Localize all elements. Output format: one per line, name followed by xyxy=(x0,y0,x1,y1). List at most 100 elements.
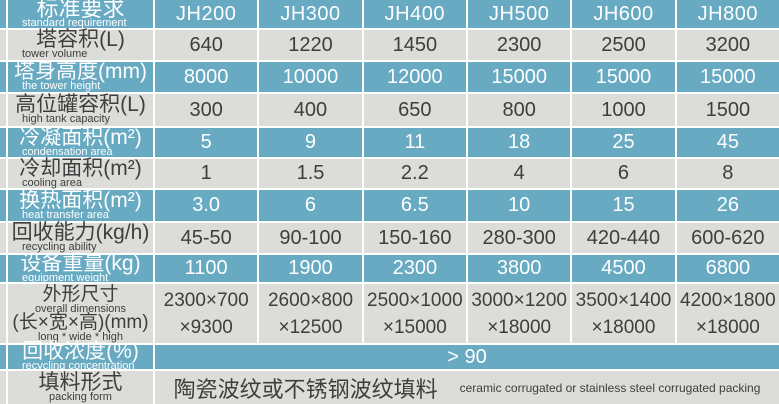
label-zh: 塔容积(L) xyxy=(36,28,125,51)
label-en: recycling ability xyxy=(22,241,97,253)
value-cell: 4500 xyxy=(572,255,675,282)
label-zh: 标准要求 xyxy=(36,0,125,21)
label-en: standard requirement xyxy=(22,17,127,29)
value-cell: 12000 xyxy=(363,62,466,92)
value-cell: 640 xyxy=(155,30,258,60)
value-cell: 90-100 xyxy=(259,223,362,253)
row-label-heat-transfer-area: 换热面积(m²) heat transfer area xyxy=(8,190,153,221)
value-cell: 10000 xyxy=(259,62,362,92)
value-cell: 15000 xyxy=(676,62,779,92)
value-cell: 3000×1200 ×18000 xyxy=(468,284,571,343)
value-cell: 1100 xyxy=(155,255,258,282)
packing-value-zh: 陶瓷波纹或不锈钢波纹填料 xyxy=(173,376,438,402)
row-edge xyxy=(0,94,6,126)
value-cell: 26 xyxy=(676,190,779,221)
value-cell: 45-50 xyxy=(155,223,258,253)
label-en: cooling area xyxy=(22,176,82,189)
value-cell: 2600×800 ×12500 xyxy=(259,284,362,343)
value-cell: 300 xyxy=(155,94,258,126)
label-en: tower volume xyxy=(22,48,88,60)
value-cell: 600-620 xyxy=(676,223,779,253)
label-zh: 冷凝面积(m²) xyxy=(19,125,142,149)
row-edge xyxy=(0,62,6,92)
row-edge xyxy=(0,0,6,28)
row-label-recycling-ability: 回收能力(kg/h) recycling ability xyxy=(8,222,153,253)
row-edge xyxy=(0,345,6,369)
label-en: recycling concentration xyxy=(22,360,135,372)
row-edge xyxy=(0,371,6,404)
label-zh: 填料形式 xyxy=(38,370,123,394)
row-label-standard-requirement: 标准要求 standard requirement xyxy=(8,0,153,29)
value-cell: 25 xyxy=(572,128,675,157)
value-cell: 2300×700 ×9300 xyxy=(155,284,258,343)
column-header-jh500: JH500 xyxy=(468,0,571,28)
label-en: equipment weight xyxy=(22,271,109,284)
merged-value-cell: > 90 xyxy=(155,345,779,369)
value-cell: 1.5 xyxy=(259,159,362,188)
value-cell: 1220 xyxy=(259,30,362,60)
value-cell: 800 xyxy=(468,94,571,126)
value-cell: 2300 xyxy=(363,255,466,282)
label-en: packing form xyxy=(49,390,112,403)
row-edge xyxy=(0,30,6,60)
value-cell: 4 xyxy=(468,159,571,188)
label-en: high tank capacity xyxy=(22,113,111,125)
row-label-recycling-concentration: 回收浓度(%) recycling concentration xyxy=(8,340,153,372)
row-edge xyxy=(0,190,6,221)
value-cell: 8 xyxy=(676,159,779,188)
column-header-jh800: JH800 xyxy=(676,0,779,28)
value-cell: 15000 xyxy=(468,62,571,92)
row-label-high-tank-capacity: 高位罐容积(L) high tank capacity xyxy=(8,94,153,126)
value-cell: 15 xyxy=(572,190,675,221)
value-cell: 6 xyxy=(259,190,362,221)
row-edge xyxy=(0,159,6,188)
merged-value-cell: 陶瓷波纹或不锈钢波纹填料 ceramic corrugated or stain… xyxy=(155,371,779,404)
value-cell: 45 xyxy=(676,128,779,157)
value-cell: 1 xyxy=(155,159,258,188)
label-zh: 塔身高度(mm) xyxy=(14,60,147,83)
label-zh: 换热面积(m²) xyxy=(19,188,142,212)
row-label-equipment-weight: 设备重量(kg) equipment weight xyxy=(8,251,153,284)
column-header-jh200: JH200 xyxy=(155,0,258,28)
value-cell: 3200 xyxy=(676,30,779,60)
column-header-jh600: JH600 xyxy=(572,0,675,28)
value-cell: 150-160 xyxy=(363,223,466,253)
label-en: condensation area xyxy=(22,145,113,158)
row-label-tower-height: 塔身高度(mm) the tower height xyxy=(8,60,153,92)
row-label-packing-form: 填料形式 packing form xyxy=(8,371,153,404)
row-label-tower-volume: 塔容积(L) tower volume xyxy=(8,28,153,60)
value-cell: 1900 xyxy=(259,255,362,282)
label-en: overall dimensions xyxy=(34,302,127,315)
value-cell: 3800 xyxy=(468,255,571,282)
value-cell: 5 xyxy=(155,128,258,157)
value-cell: 2500×1000 ×15000 xyxy=(363,284,466,343)
value-cell: 18 xyxy=(468,128,571,157)
label-zh: 回收浓度(%) xyxy=(22,340,139,363)
value-cell: 9 xyxy=(259,128,362,157)
row-edge xyxy=(0,284,6,343)
row-edge xyxy=(0,223,6,253)
label-zh2: (长×宽×高)(mm) xyxy=(12,311,149,333)
value-cell: 11 xyxy=(363,128,466,157)
row-label-overall-dimensions: 外形尺寸 overall dimensions (长×宽×高)(mm) long… xyxy=(8,284,153,343)
value-cell: 280-300 xyxy=(468,223,571,253)
value-cell: 2300 xyxy=(468,30,571,60)
label-zh: 设备重量(kg) xyxy=(20,251,141,275)
value-cell: 10 xyxy=(468,190,571,221)
value-cell: 3500×1400 ×18000 xyxy=(572,284,675,343)
value-cell: 420-440 xyxy=(572,223,675,253)
packing-value-en: ceramic corrugated or stainless steel co… xyxy=(459,380,761,395)
label-en: heat transfer area xyxy=(22,208,109,221)
column-header-jh400: JH400 xyxy=(363,0,466,28)
value-cell: 2500 xyxy=(572,30,675,60)
value-cell: 1000 xyxy=(572,94,675,126)
value-cell: 650 xyxy=(363,94,466,126)
row-label-cooling-area: 冷却面积(m²) cooling area xyxy=(8,158,153,189)
value-cell: 2.2 xyxy=(363,159,466,188)
value-cell: 8000 xyxy=(155,62,258,92)
value-cell: 6.5 xyxy=(363,190,466,221)
row-edge xyxy=(0,128,6,157)
value-cell: 1500 xyxy=(676,94,779,126)
value-cell: 3.0 xyxy=(155,190,258,221)
